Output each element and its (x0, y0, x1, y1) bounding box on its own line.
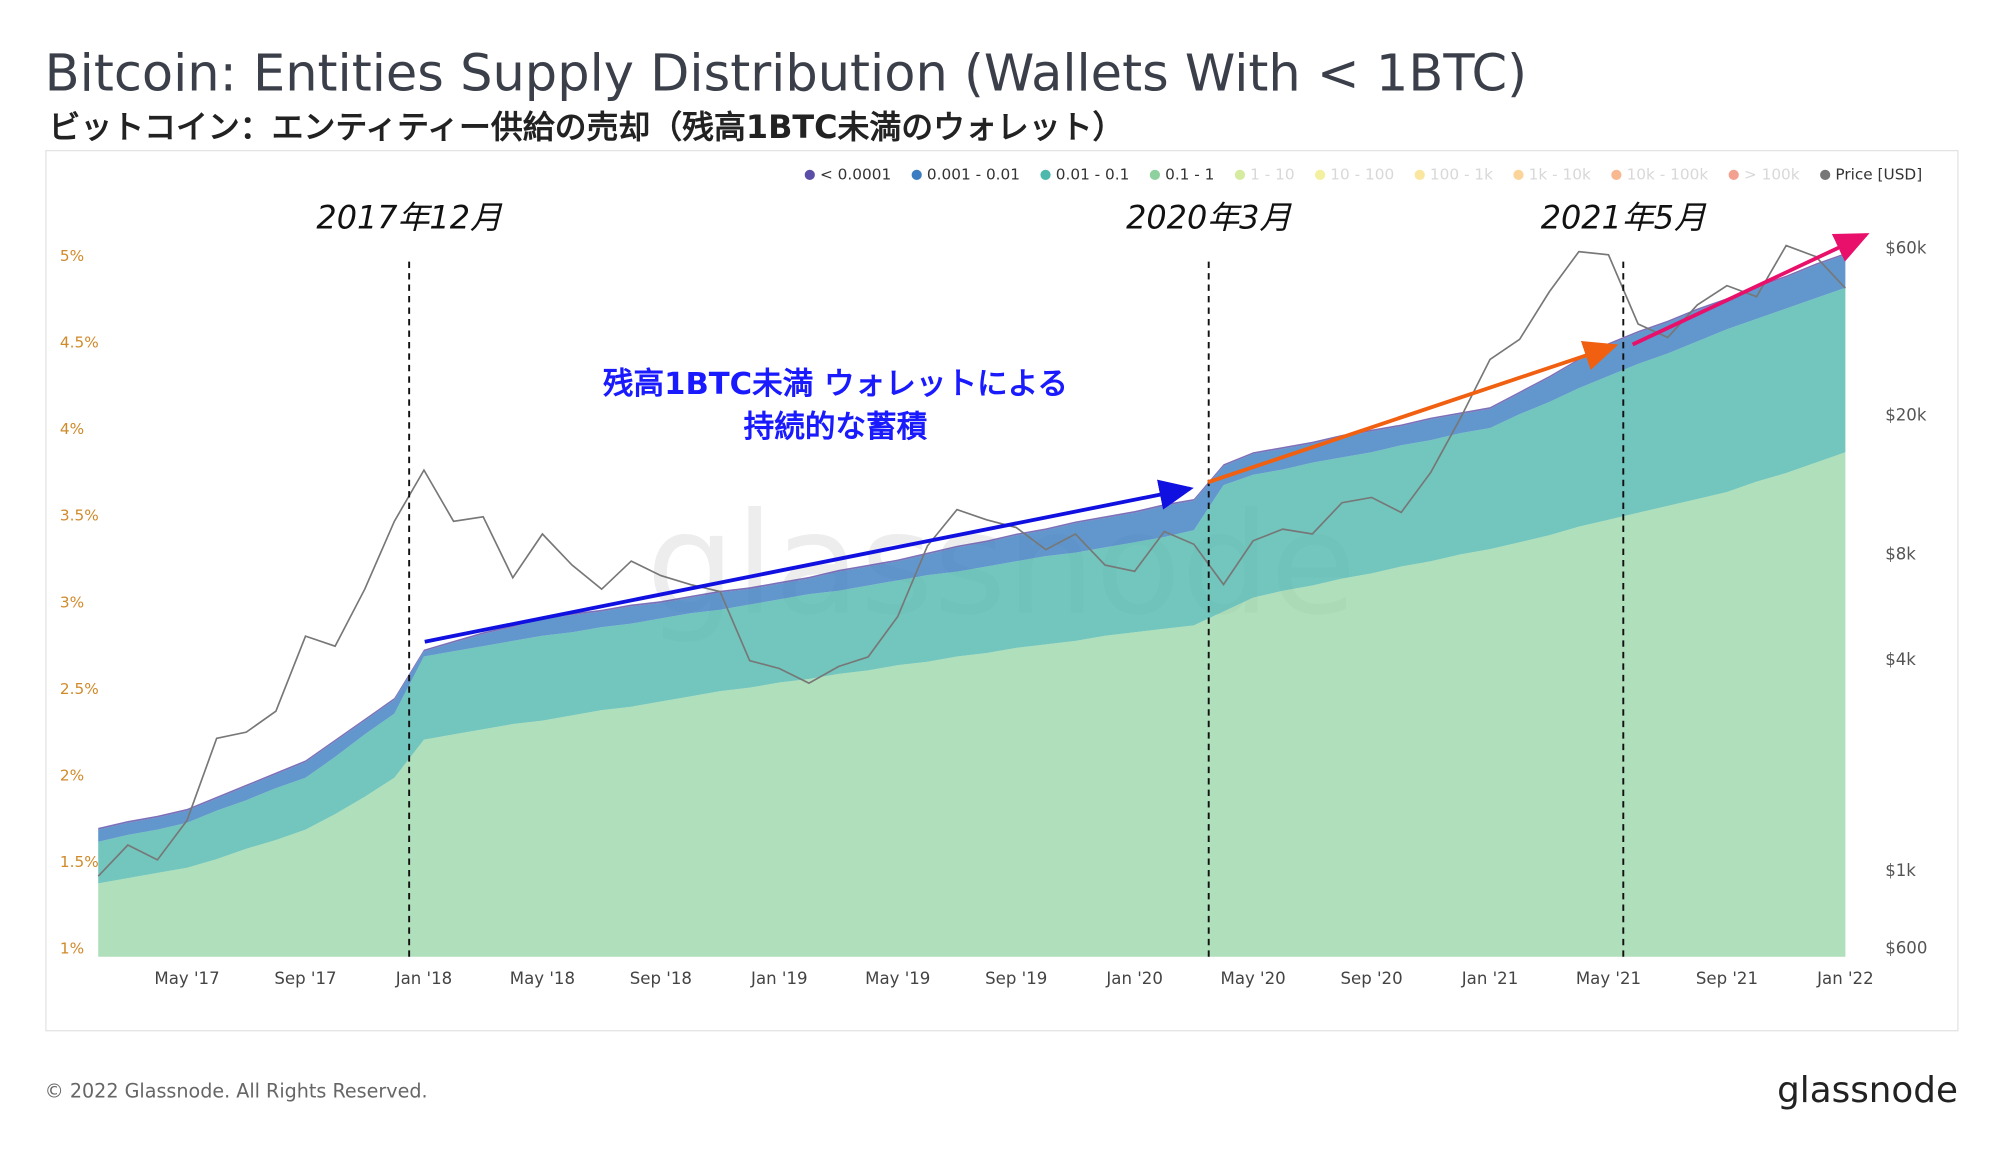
logo: glassnode (1777, 1070, 1958, 1111)
y-tick-label: 2.5% (60, 680, 99, 698)
chart-title: Bitcoin: Entities Supply Distribution (W… (45, 45, 1527, 104)
legend-label: 10k - 100k (1627, 165, 1709, 183)
x-tick-label: Sep '17 (274, 969, 336, 988)
y2-tick-label: $1k (1885, 861, 1916, 880)
x-tick-label: Jan '22 (1816, 969, 1873, 988)
y-tick-label: 1.5% (60, 853, 99, 871)
legend-swatch (1414, 169, 1425, 180)
plot: glassnode1%1.5%2%2.5%3%3.5%4%4.5%5%$600$… (60, 165, 1927, 988)
legend-label: < 0.0001 (820, 165, 891, 183)
legend-label: 0.001 - 0.01 (927, 165, 1020, 183)
legend-label: Price [USD] (1835, 165, 1922, 183)
area (98, 254, 1846, 842)
y-tick-label: 3% (60, 593, 84, 611)
annotation-label: 2021年5月 (1541, 198, 1707, 236)
legend-swatch (1314, 169, 1326, 180)
y2-tick-label: $8k (1885, 545, 1916, 564)
x-tick-label: Jan '19 (750, 969, 807, 988)
x-tick-label: May '19 (865, 969, 930, 988)
legend-label: 1k - 10k (1529, 165, 1591, 183)
x-tick-label: Jan '18 (395, 969, 452, 988)
x-tick-label: Jan '20 (1105, 969, 1162, 988)
area (98, 287, 1846, 884)
callout: 残高1BTC未満 ウォレットによる (603, 367, 1068, 402)
legend-label: 100 - 1k (1430, 165, 1493, 183)
y2-tick-label: $60k (1885, 238, 1927, 257)
price-line (97, 244, 1846, 877)
legend-label: 1 - 10 (1250, 165, 1294, 183)
legend-label: 0.01 - 0.1 (1056, 165, 1130, 183)
footer: © 2022 Glassnode. All Rights Reserved. (45, 1079, 428, 1102)
x-tick-label: Sep '20 (1340, 969, 1402, 988)
y2-tick-label: $4k (1885, 650, 1916, 669)
legend-swatch (804, 169, 815, 180)
legend-swatch (911, 169, 922, 180)
y-tick-label: 4% (60, 420, 84, 438)
arrow (424, 479, 1194, 644)
y-tick-label: 4.5% (60, 334, 99, 352)
y-tick-label: 3.5% (60, 507, 99, 525)
arrow (1207, 340, 1619, 485)
legend-label: 10 - 100 (1330, 165, 1394, 183)
x-tick-label: May '21 (1576, 969, 1641, 988)
legend-swatch (1234, 169, 1246, 180)
chart-subtitle: ビットコイン：エンティティー供給の売却（残高1BTC未満のウォレット） (48, 108, 1124, 146)
y2-tick-label: $600 (1885, 939, 1927, 958)
legend-label: 0.1 - 1 (1165, 165, 1214, 183)
legend-swatch (1820, 169, 1831, 180)
chart-frame (45, 149, 1959, 1032)
y-tick-label: 1% (60, 940, 84, 958)
legend-swatch (1149, 169, 1160, 180)
x-tick-label: May '20 (1221, 969, 1286, 988)
legend-swatch (1513, 169, 1524, 180)
x-tick-label: Sep '18 (630, 969, 692, 988)
annotation-label: 2020年3月 (1126, 198, 1292, 236)
legend-label: > 100k (1744, 165, 1800, 183)
x-tick-label: Jan '21 (1461, 969, 1518, 988)
x-tick-label: Sep '19 (985, 969, 1047, 988)
y-tick-label: 2% (60, 766, 84, 784)
callout: 持続的な蓄積 (744, 410, 928, 445)
legend-swatch (1040, 169, 1051, 180)
annotation-label: 2017年12月 (316, 198, 503, 236)
y2-tick-label: $20k (1885, 405, 1927, 424)
legend-swatch (1611, 169, 1622, 180)
x-tick-label: May '18 (510, 969, 575, 988)
x-tick-label: May '17 (154, 969, 219, 988)
y-tick-label: 5% (60, 247, 84, 265)
legend-swatch (1728, 169, 1739, 180)
area (98, 452, 1846, 957)
legend: < 0.0001 0.001 - 0.01 0.01 - 0.1 0.1 - 1 1 -… (804, 165, 1922, 183)
arrow (1631, 233, 1870, 347)
x-tick-label: Sep '21 (1696, 969, 1758, 988)
